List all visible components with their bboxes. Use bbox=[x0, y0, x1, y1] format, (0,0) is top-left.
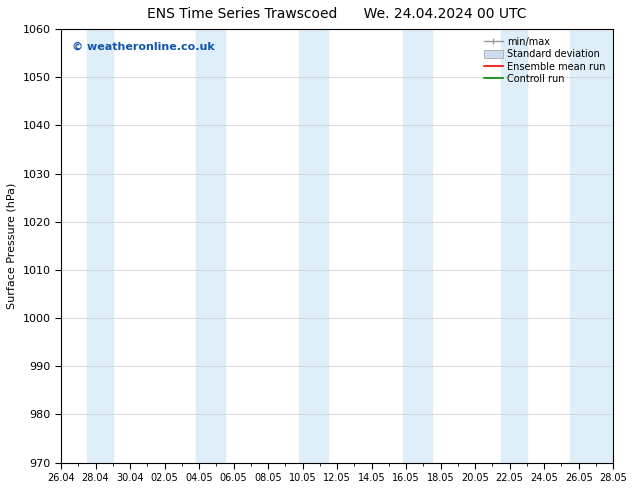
Legend: min/max, Standard deviation, Ensemble mean run, Controll run: min/max, Standard deviation, Ensemble me… bbox=[481, 34, 608, 87]
Y-axis label: Surface Pressure (hPa): Surface Pressure (hPa) bbox=[7, 183, 17, 309]
Bar bbox=[501, 29, 527, 463]
Bar bbox=[87, 29, 113, 463]
Bar bbox=[403, 29, 432, 463]
Text: © weatheronline.co.uk: © weatheronline.co.uk bbox=[72, 42, 215, 52]
Bar bbox=[299, 29, 328, 463]
Title: ENS Time Series Trawscoed      We. 24.04.2024 00 UTC: ENS Time Series Trawscoed We. 24.04.2024… bbox=[147, 7, 527, 21]
Bar bbox=[196, 29, 225, 463]
Bar bbox=[570, 29, 622, 463]
